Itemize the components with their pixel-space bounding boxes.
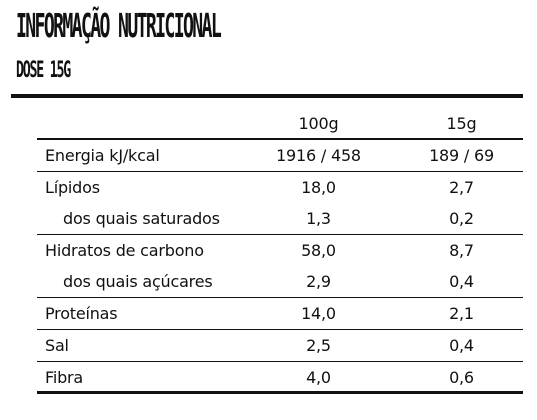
value-per-15g: 0,6: [449, 368, 474, 387]
row-lipids: Lípidos 18,0 2,7: [37, 171, 523, 203]
serving-size: DOSE 15G: [16, 58, 71, 83]
row-proteins: Proteínas 14,0 2,1: [37, 297, 523, 329]
nutrition-table: 100g 15g Energia kJ/kcal 1916 / 458 189 …: [37, 109, 523, 393]
table-header-row: 100g 15g: [37, 109, 523, 138]
row-label: Sal: [45, 336, 69, 355]
value-per-15g: 189 / 69: [429, 146, 494, 165]
row-carbohydrates: Hidratos de carbono 58,0 8,7: [37, 234, 523, 266]
value-per-15g: 0,4: [449, 336, 474, 355]
row-label: Lípidos: [45, 178, 100, 197]
value-per-15g: 0,2: [449, 209, 474, 228]
bottom-divider: [37, 391, 523, 394]
value-per-100g: 1916 / 458: [276, 146, 361, 165]
row-label: dos quais saturados: [63, 209, 220, 228]
value-per-100g: 1,3: [306, 209, 331, 228]
row-energy: Energia kJ/kcal 1916 / 458 189 / 69: [37, 138, 523, 171]
row-salt: Sal 2,5 0,4: [37, 329, 523, 361]
value-per-100g: 2,9: [306, 272, 331, 291]
row-saturated: dos quais saturados 1,3 0,2: [37, 203, 523, 234]
value-per-100g: 4,0: [306, 368, 331, 387]
row-label: Proteínas: [45, 304, 118, 323]
row-label: dos quais açúcares: [63, 272, 213, 291]
value-per-100g: 58,0: [301, 241, 336, 260]
nutrition-title: INFORMAÇÃO NUTRICIONAL: [16, 6, 222, 45]
row-label: Hidratos de carbono: [45, 241, 204, 260]
row-sugars: dos quais açúcares 2,9 0,4: [37, 266, 523, 297]
row-fiber: Fibra 4,0 0,6: [37, 361, 523, 393]
row-label: Fibra: [45, 368, 84, 387]
value-per-15g: 2,7: [449, 178, 474, 197]
value-per-15g: 0,4: [449, 272, 474, 291]
column-header-100g: 100g: [298, 114, 339, 133]
row-label: Energia kJ/kcal: [45, 146, 160, 165]
value-per-100g: 2,5: [306, 336, 331, 355]
top-divider: [11, 94, 523, 98]
value-per-100g: 18,0: [301, 178, 336, 197]
value-per-15g: 2,1: [449, 304, 474, 323]
column-header-15g: 15g: [446, 114, 477, 133]
value-per-15g: 8,7: [449, 241, 474, 260]
value-per-100g: 14,0: [301, 304, 336, 323]
